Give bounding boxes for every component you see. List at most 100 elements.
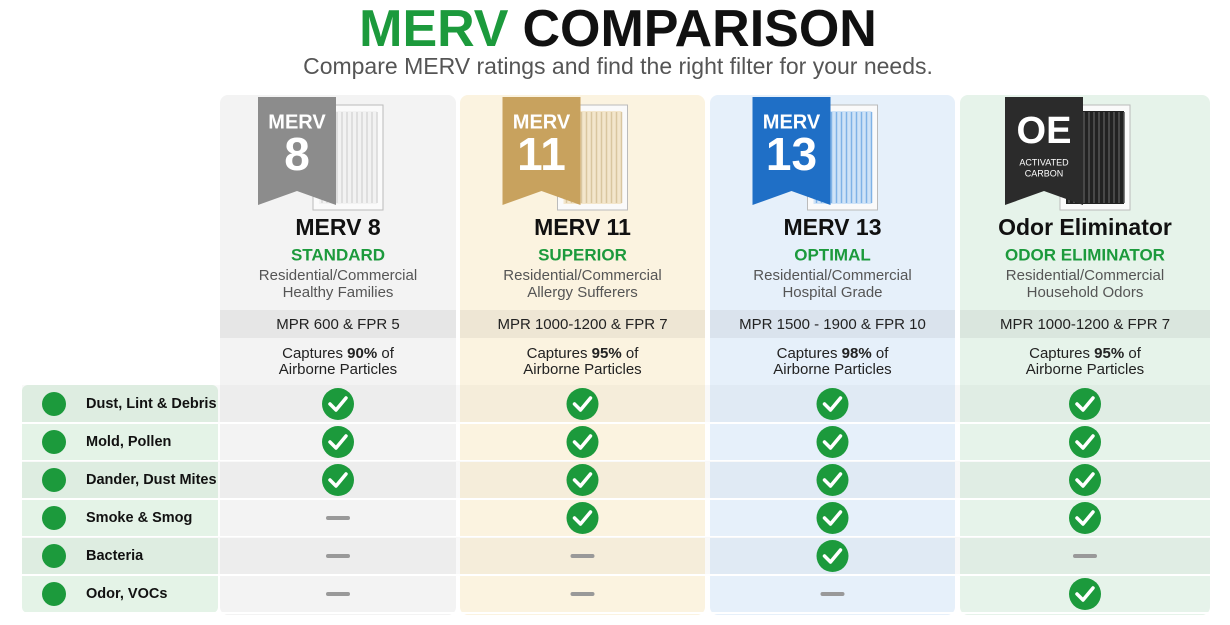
filter-use: Residential/Commercial <box>503 267 661 284</box>
capture-suffix: of <box>876 345 889 362</box>
check-icon <box>816 502 849 534</box>
capture-prefix: Captures <box>282 345 343 362</box>
capture-line: Captures 95% of <box>527 345 640 362</box>
capture-suffix: of <box>381 345 394 362</box>
check-tick <box>1075 510 1095 526</box>
check-icon <box>816 540 849 572</box>
check-icon <box>816 464 849 496</box>
capture-prefix: Captures <box>777 345 838 362</box>
check-tick <box>822 510 843 526</box>
title-main: COMPARISON <box>522 0 876 58</box>
capture-line2: Airborne Particles <box>773 361 891 378</box>
capture-prefix: Captures <box>527 345 588 362</box>
check-icon <box>1069 578 1101 610</box>
contaminant-label: Bacteria <box>86 548 144 564</box>
capture-pct: 98% <box>842 345 872 362</box>
contaminant-label: Mold, Pollen <box>86 434 171 450</box>
badge-main: 8 <box>284 128 310 180</box>
check-tick <box>1075 434 1095 450</box>
mpr-rating: MPR 1000-1200 & FPR 7 <box>1000 316 1170 333</box>
badge-ribbon <box>752 97 831 205</box>
dash-icon <box>570 554 595 558</box>
mpr-rating: MPR 1500 - 1900 & FPR 10 <box>739 316 926 333</box>
check-tick <box>328 434 348 450</box>
contaminant-label: Smoke & Smog <box>86 510 192 526</box>
contaminant-label: Dust, Lint & Debris <box>86 396 217 412</box>
row-stripe <box>22 537 1210 575</box>
filter-use: Residential/Commercial <box>1006 267 1164 284</box>
contaminant-label: Dander, Dust Mites <box>86 472 217 488</box>
check-tick <box>1075 396 1095 412</box>
mpr-rating: MPR 600 & FPR 5 <box>276 316 399 333</box>
mpr-band <box>960 310 1210 338</box>
column-bg <box>710 95 955 615</box>
column-bg <box>220 95 456 615</box>
check-tick <box>572 472 593 488</box>
badge-main: OE <box>1017 110 1072 152</box>
contaminant-icon <box>42 430 66 454</box>
capture-pct: 95% <box>592 345 622 362</box>
capture-line2: Airborne Particles <box>1026 361 1144 378</box>
capture-line2: Airborne Particles <box>279 361 397 378</box>
capture-prefix: Captures <box>1029 345 1090 362</box>
mpr-rating: MPR 1000-1200 & FPR 7 <box>497 316 667 333</box>
capture-line: Captures 98% of <box>777 345 890 362</box>
contaminant-icon <box>42 506 66 530</box>
check-icon <box>566 464 599 496</box>
filter-name: MERV 11 <box>534 214 631 240</box>
filter-name: Odor Eliminator <box>998 214 1172 240</box>
check-tick <box>328 472 348 488</box>
dash-icon <box>820 592 845 596</box>
dash-icon <box>1073 554 1097 558</box>
filter-use: Household Odors <box>1027 284 1144 301</box>
contaminant-icon <box>42 544 66 568</box>
title: MERV COMPARISON <box>359 0 877 58</box>
check-icon <box>322 426 354 458</box>
dash-icon <box>570 592 595 596</box>
capture-pct: 90% <box>347 345 377 362</box>
check-tick <box>822 472 843 488</box>
badge-top: MERV <box>513 111 571 133</box>
check-icon <box>816 388 849 420</box>
check-icon <box>322 388 354 420</box>
badge-ribbon <box>502 97 581 205</box>
mpr-band <box>220 310 456 338</box>
capture-line: Captures 90% of <box>282 345 395 362</box>
check-tick <box>572 396 593 412</box>
badge-main: 11 <box>517 128 566 180</box>
contaminant-icon <box>42 582 66 606</box>
title-accent: MERV <box>359 0 509 58</box>
badge-main: 13 <box>766 128 817 180</box>
capture-suffix: of <box>1128 345 1141 362</box>
capture-suffix: of <box>626 345 639 362</box>
filter-use: Allergy Sufferers <box>527 284 638 301</box>
capture-line: Captures 95% of <box>1029 345 1142 362</box>
filter-use: Hospital Grade <box>782 284 882 301</box>
badge-sub: CARBON <box>1025 168 1064 178</box>
contaminant-label: Odor, VOCs <box>86 586 167 602</box>
filter-tier: SUPERIOR <box>538 245 627 264</box>
check-icon <box>1069 464 1101 496</box>
dash-icon <box>326 554 350 558</box>
contaminant-icon <box>42 468 66 492</box>
filter-name: MERV 13 <box>783 214 881 240</box>
check-tick <box>1075 586 1095 602</box>
dash-icon <box>326 592 350 596</box>
check-tick <box>822 434 843 450</box>
check-tick <box>328 396 348 412</box>
check-tick <box>822 548 843 564</box>
check-tick <box>572 510 593 526</box>
column-bg <box>960 95 1210 615</box>
badge-ribbon <box>1005 97 1083 205</box>
filter-name: MERV 8 <box>295 214 380 240</box>
mpr-band <box>710 310 955 338</box>
check-icon <box>816 426 849 458</box>
subtitle: Compare MERV ratings and find the right … <box>303 53 933 79</box>
check-icon <box>566 502 599 534</box>
filter-tier: OPTIMAL <box>794 245 871 264</box>
badge-top: MERV <box>763 111 821 133</box>
badge-ribbon <box>258 97 336 205</box>
contaminant-icon <box>42 392 66 416</box>
